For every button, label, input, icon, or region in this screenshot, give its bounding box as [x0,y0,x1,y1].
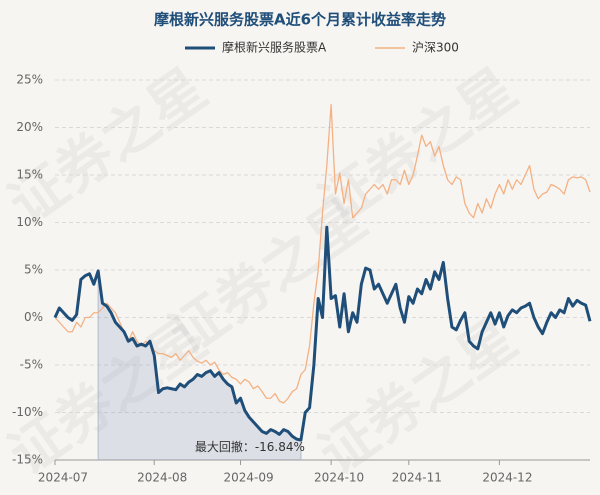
y-tick-label: 25% [16,73,43,87]
legend-label: 摩根新兴服务股票A [222,40,327,55]
x-tick-label: 2024-10 [314,471,364,485]
y-tick-label: -5% [20,358,43,372]
y-tick-label: 0% [24,310,43,324]
y-tick-label: 20% [16,120,43,134]
legend-label: 沪深300 [412,41,459,55]
series-line [54,104,591,404]
y-tick-label: 15% [16,168,43,182]
drawdown-label: 最大回撤：-16.84% [195,439,305,454]
x-tick-label: 2024-09 [223,471,273,485]
x-tick-label: 2024-08 [137,471,187,485]
y-tick-label: -15% [12,453,43,467]
y-tick-label: 5% [24,263,43,277]
x-tick-label: 2024-07 [38,471,88,485]
x-tick-label: 2024-11 [392,471,442,485]
drawdown-text: 最大回撤： [195,439,255,454]
x-tick-label: 2024-12 [482,471,532,485]
drawdown-area [98,270,301,460]
y-tick-label: 10% [16,215,43,229]
y-tick-label: -10% [12,405,43,419]
series-line [53,225,592,442]
drawdown-value: -16.84% [255,440,305,454]
chart-title: 摩根新兴服务股票A近6个月累计收益率走势 [154,11,446,29]
